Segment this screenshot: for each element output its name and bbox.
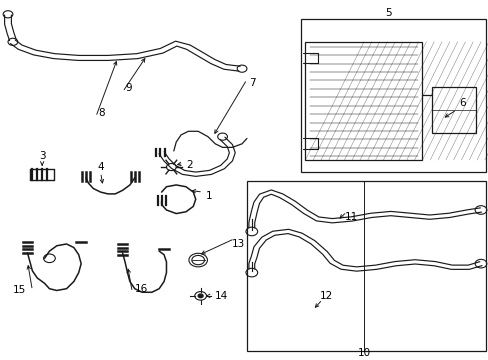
Bar [431,86,475,133]
Bar [305,42,422,160]
Text: 16: 16 [135,284,148,294]
Text: 1: 1 [205,191,212,201]
Text: 2: 2 [185,160,192,170]
Text: 13: 13 [232,239,245,249]
Bar [300,19,485,172]
Text: 14: 14 [215,291,228,301]
Text: 6: 6 [458,98,465,108]
Text: 4: 4 [97,162,104,172]
Text: 8: 8 [98,108,104,118]
Text: 12: 12 [320,291,333,301]
Text: 7: 7 [249,78,256,88]
Text: 15: 15 [13,285,26,296]
Text: 3: 3 [39,151,45,161]
Text: 5: 5 [384,8,391,18]
Bar [246,181,485,351]
Circle shape [198,294,203,298]
Text: 11: 11 [344,212,357,222]
Text: 10: 10 [357,348,370,358]
Text: 9: 9 [125,84,131,93]
